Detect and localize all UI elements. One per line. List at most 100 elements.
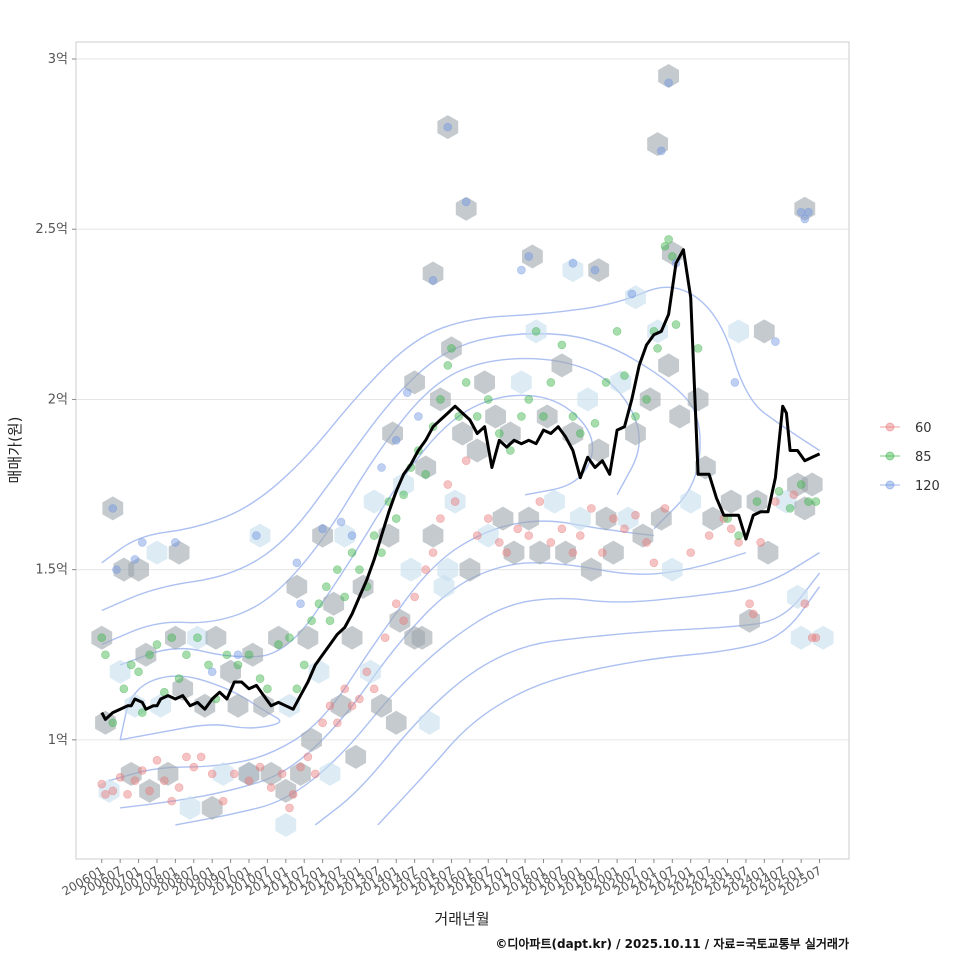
- data-point-85: [391, 514, 401, 523]
- hexbin-cell: [617, 506, 639, 531]
- data-point-60: [285, 803, 294, 813]
- hexbin-cell: [165, 625, 186, 650]
- data-point-60: [296, 762, 305, 772]
- data-point-120: [771, 337, 780, 346]
- data-point-85: [174, 674, 184, 683]
- hexbin-cell: [371, 693, 392, 718]
- data-point-60: [399, 616, 408, 626]
- data-point-85: [612, 327, 622, 336]
- data-point-120: [377, 463, 386, 472]
- data-point-85: [167, 633, 177, 643]
- x-axis-title: 거래년월: [434, 910, 489, 928]
- hexbin-cell: [632, 523, 654, 548]
- data-point-60: [436, 514, 445, 523]
- data-point-85: [660, 241, 670, 251]
- hexbin-cell: [562, 258, 584, 283]
- data-point-60: [771, 497, 780, 506]
- panel-border: [75, 41, 850, 860]
- data-point-85: [182, 650, 191, 660]
- hexbin-cell: [511, 370, 532, 395]
- data-point-60: [362, 667, 372, 677]
- data-point-85: [653, 344, 662, 353]
- data-point-85: [642, 395, 651, 404]
- data-point-60: [734, 538, 743, 547]
- hexbin-cell: [275, 778, 297, 803]
- hexbin-cell: [102, 496, 124, 521]
- hexbin-cell: [661, 557, 683, 582]
- hexbin-cell: [168, 540, 190, 565]
- data-point-60: [748, 609, 758, 619]
- data-point-85: [244, 650, 254, 660]
- hexbin-cell: [812, 625, 834, 650]
- data-point-85: [531, 327, 541, 336]
- data-point-85: [204, 660, 213, 670]
- hexbin-cell: [323, 591, 345, 616]
- hexbin-cell: [334, 523, 356, 548]
- hexbin-cell: [319, 761, 341, 786]
- hexbin-cell: [341, 625, 363, 650]
- data-point-85: [668, 252, 677, 261]
- hexbin-cell: [477, 523, 499, 548]
- data-point-85: [483, 395, 493, 404]
- hexbin-cell: [569, 506, 591, 531]
- hexbin-cell: [577, 387, 598, 412]
- hexbin-cell: [128, 557, 149, 582]
- data-point-60: [130, 776, 140, 786]
- data-point-120: [461, 197, 471, 207]
- hexbin-cell: [437, 115, 459, 140]
- data-point-85: [355, 565, 364, 574]
- data-point-60: [244, 776, 254, 786]
- data-point-60: [369, 684, 379, 694]
- hexbin-cell: [201, 795, 223, 820]
- hexbin-cell: [157, 761, 179, 786]
- data-point-120: [347, 531, 357, 540]
- hexbin-cell: [551, 353, 573, 378]
- hexbin-cell: [544, 489, 565, 514]
- data-point-85: [347, 548, 357, 557]
- data-point-85: [546, 378, 556, 387]
- data-point-60: [380, 633, 390, 643]
- data-point-120: [112, 565, 121, 574]
- data-point-85: [399, 490, 408, 500]
- hexbin-cell: [466, 438, 488, 463]
- data-point-60: [807, 633, 817, 643]
- data-point-60: [620, 524, 629, 534]
- data-point-120: [796, 207, 806, 217]
- hexbin-cell: [290, 761, 311, 786]
- hexbin-cell: [301, 727, 322, 752]
- data-point-60: [391, 599, 401, 608]
- chart-caption: ©디아파트(dapt.kr) / 2025.10.11 / 자료=국토교통부 실…: [495, 936, 849, 951]
- data-point-60: [174, 783, 184, 792]
- data-point-120: [252, 531, 261, 540]
- hexbin-cell: [518, 506, 540, 531]
- hexbin-cell: [220, 659, 241, 684]
- data-point-60: [789, 490, 799, 500]
- data-point-60: [631, 510, 640, 520]
- data-point-85: [443, 361, 453, 370]
- hexbin-cell: [776, 489, 797, 514]
- data-point-60: [123, 790, 132, 799]
- hexbin-cell: [625, 285, 646, 310]
- median-trend-line: [100, 248, 821, 721]
- hexbin-cell: [430, 387, 451, 412]
- data-point-60: [483, 514, 493, 523]
- data-point-60: [704, 531, 714, 540]
- data-point-60: [145, 786, 154, 796]
- data-point-60: [568, 548, 578, 557]
- data-point-60: [196, 752, 206, 762]
- data-point-60: [756, 538, 765, 547]
- contour-line: [120, 551, 747, 809]
- hexbin-cell: [415, 455, 437, 480]
- hexbin-cell: [746, 489, 768, 514]
- hexbin-cell: [787, 584, 808, 609]
- y-tick-label: 1.5억: [35, 563, 68, 578]
- hexbin-cell: [279, 693, 300, 718]
- data-point-60: [229, 769, 239, 779]
- data-point-120: [568, 258, 578, 268]
- data-point-85: [322, 582, 331, 591]
- data-point-85: [152, 640, 162, 649]
- hexbin-cell: [503, 540, 525, 565]
- hexbin-cell: [363, 489, 385, 514]
- hexbin-cell: [146, 540, 168, 565]
